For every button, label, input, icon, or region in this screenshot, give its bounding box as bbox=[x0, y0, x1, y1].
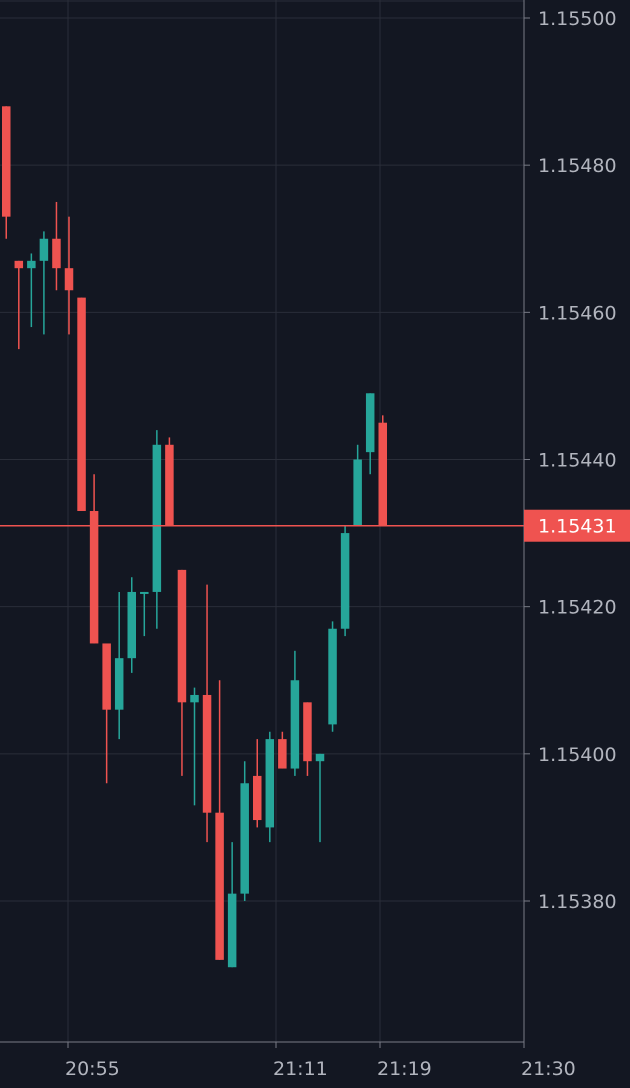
candle-up[interactable] bbox=[240, 761, 249, 901]
last-price-badge-bg bbox=[524, 509, 630, 542]
candle-body bbox=[64, 268, 74, 291]
time-tick-label: 20:55 bbox=[65, 1058, 120, 1080]
candle-body bbox=[127, 591, 136, 659]
price-axis[interactable]: 1.15500 1.15480 1.15460 1.15440 1.15420 1.154… bbox=[524, 8, 617, 913]
candle-down[interactable] bbox=[77, 297, 86, 512]
candle-up[interactable] bbox=[353, 444, 362, 526]
candle-up[interactable] bbox=[27, 253, 36, 328]
candle-down[interactable] bbox=[2, 106, 11, 239]
time-axis[interactable]: 20:55 21:11 21:19 21:30 bbox=[65, 1042, 576, 1080]
candle-down[interactable] bbox=[202, 584, 212, 843]
price-tick-label: 1.15480 bbox=[538, 155, 617, 177]
candle-up[interactable] bbox=[190, 687, 199, 806]
candle-body bbox=[353, 459, 362, 526]
candle-up[interactable] bbox=[328, 621, 337, 732]
candle-body bbox=[39, 238, 49, 261]
candle-up[interactable] bbox=[39, 231, 49, 335]
candle-up[interactable] bbox=[152, 430, 162, 629]
candle-body bbox=[303, 702, 312, 762]
candle-body bbox=[290, 680, 300, 769]
candle-up[interactable] bbox=[227, 842, 237, 968]
candle-body bbox=[265, 739, 275, 828]
candle-up[interactable] bbox=[340, 525, 350, 637]
candle-body bbox=[328, 628, 337, 725]
candle-down[interactable] bbox=[52, 201, 61, 291]
last-price-badge: 1.15431 bbox=[524, 509, 630, 542]
price-tick-label: 1.15400 bbox=[538, 744, 617, 766]
candle-down[interactable] bbox=[177, 569, 187, 776]
time-tick-label: 21:19 bbox=[377, 1058, 432, 1080]
price-tick-label: 1.15460 bbox=[538, 302, 617, 324]
last-price-label: 1.15431 bbox=[538, 516, 617, 538]
candle-body bbox=[140, 591, 149, 594]
candle-down[interactable] bbox=[378, 415, 388, 526]
candle-body bbox=[315, 753, 325, 762]
candle-body bbox=[190, 694, 199, 703]
candle-body bbox=[253, 775, 262, 821]
candle-up[interactable] bbox=[140, 591, 149, 637]
candle-down[interactable] bbox=[14, 260, 24, 350]
candle-body bbox=[240, 783, 249, 894]
candle-down[interactable] bbox=[102, 643, 111, 784]
candle-down[interactable] bbox=[165, 437, 174, 526]
candle-body bbox=[2, 106, 11, 217]
candle-down[interactable] bbox=[64, 216, 74, 335]
candle-up[interactable] bbox=[315, 753, 325, 843]
candle-body bbox=[227, 893, 237, 968]
candle-body bbox=[340, 533, 350, 629]
candle-up[interactable] bbox=[365, 393, 375, 475]
price-tick-label: 1.15420 bbox=[538, 597, 617, 619]
candle-body bbox=[378, 422, 387, 526]
candle-up[interactable] bbox=[114, 591, 124, 740]
candle-body bbox=[202, 694, 212, 813]
time-tick-label: 21:11 bbox=[273, 1058, 328, 1080]
candle-body bbox=[14, 260, 24, 269]
price-tick-label: 1.15500 bbox=[538, 8, 617, 30]
candle-body bbox=[215, 812, 224, 960]
candle-up[interactable] bbox=[290, 650, 300, 776]
candle-up[interactable] bbox=[127, 577, 137, 673]
candle-body bbox=[89, 511, 99, 644]
candle-body bbox=[102, 643, 111, 710]
candle-body bbox=[365, 393, 375, 453]
candle-body bbox=[114, 658, 124, 710]
candle-down[interactable] bbox=[253, 739, 262, 828]
candle-body bbox=[177, 569, 187, 703]
candle-body bbox=[165, 444, 174, 526]
price-tick-label: 1.15380 bbox=[538, 891, 617, 913]
candle-body bbox=[77, 297, 86, 512]
candle-down[interactable] bbox=[303, 702, 312, 776]
candle-down[interactable] bbox=[89, 474, 99, 644]
candle-up[interactable] bbox=[265, 731, 275, 843]
candle-body bbox=[27, 260, 36, 269]
time-tick-label: 21:30 bbox=[521, 1058, 576, 1080]
candle-body bbox=[152, 444, 162, 592]
candle-down[interactable] bbox=[215, 680, 224, 960]
candle-body bbox=[52, 238, 61, 269]
candles bbox=[2, 106, 388, 968]
candle-down[interactable] bbox=[278, 731, 287, 769]
candle-body bbox=[278, 739, 287, 769]
price-tick-label: 1.15440 bbox=[538, 450, 617, 472]
